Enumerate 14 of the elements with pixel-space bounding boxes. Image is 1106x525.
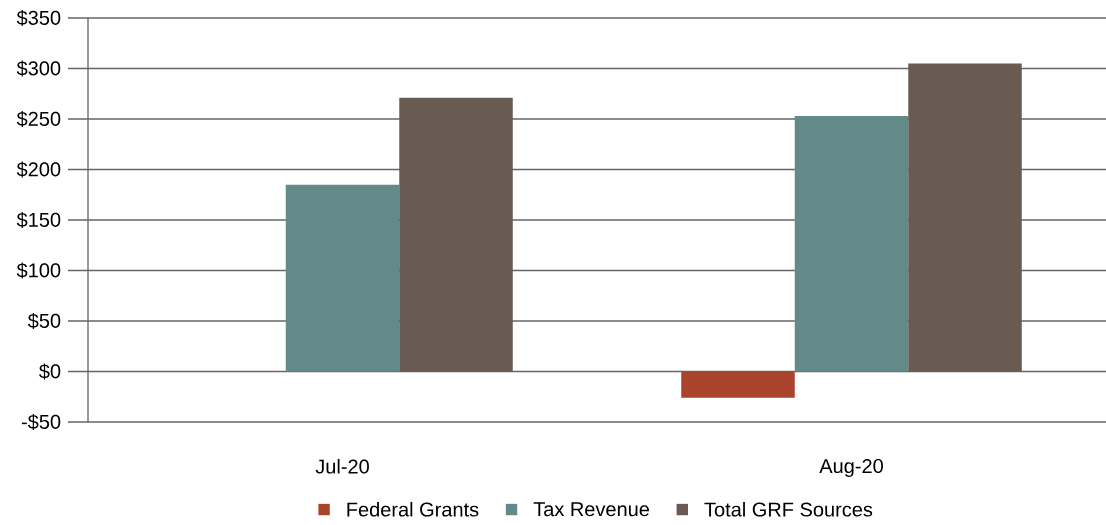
legend-label: Total GRF Sources bbox=[704, 501, 873, 517]
y-tick-label: $100 bbox=[16, 262, 61, 279]
y-tick-label: $300 bbox=[16, 60, 61, 77]
y-tick-label: $250 bbox=[16, 110, 61, 128]
x-tick-label: Jul-20 bbox=[315, 458, 369, 474]
y-tick-label: $0 bbox=[39, 363, 61, 380]
y-tick-label: $200 bbox=[16, 161, 61, 178]
legend-label: Federal Grants bbox=[347, 501, 479, 517]
y-tick-label: $150 bbox=[16, 211, 61, 229]
y-tick-label: $50 bbox=[27, 312, 61, 330]
y-tick-label: -$50 bbox=[21, 413, 61, 431]
legend-label: Tax Revenue bbox=[533, 502, 650, 517]
y-tick-label: $350 bbox=[16, 9, 61, 27]
x-tick-label: Aug-20 bbox=[819, 458, 883, 478]
